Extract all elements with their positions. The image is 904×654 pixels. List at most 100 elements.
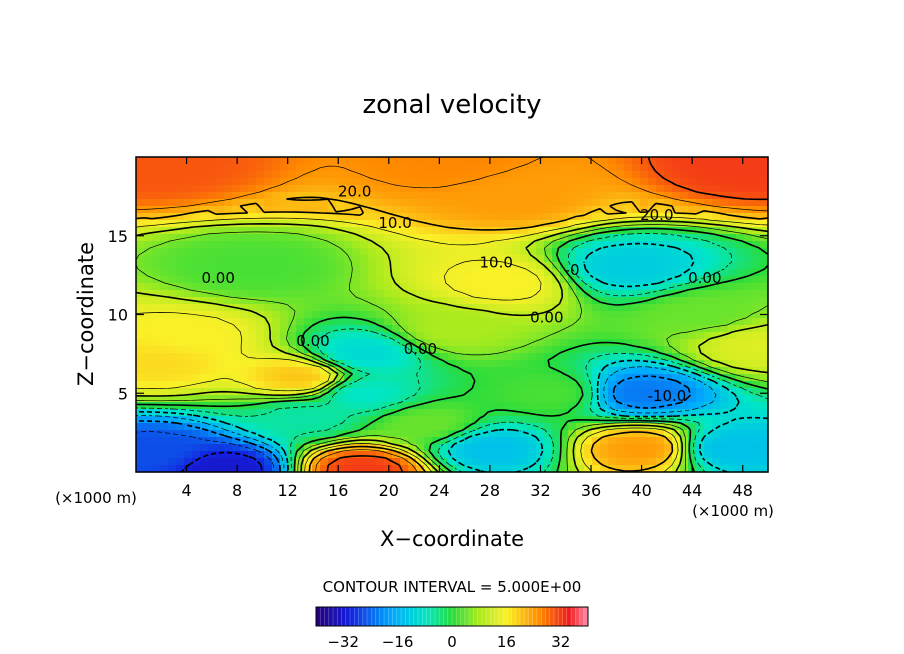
field-cell [688, 318, 697, 326]
field-cell [184, 458, 193, 466]
field-cell [264, 388, 273, 396]
field-cell [704, 157, 713, 165]
field-cell [720, 367, 729, 375]
field-cell [496, 157, 505, 165]
field-cell [360, 332, 369, 340]
field-cell [392, 437, 401, 445]
field-cell [616, 248, 625, 256]
field-cell [512, 346, 521, 354]
field-cell [424, 206, 433, 214]
field-cell [672, 346, 681, 354]
field-cell [392, 276, 401, 284]
field-cell [208, 262, 217, 270]
field-cell [712, 423, 721, 431]
field-cell [240, 157, 249, 165]
field-cell [760, 367, 769, 375]
field-cell [248, 318, 257, 326]
field-cell [592, 157, 601, 165]
field-cell [376, 395, 385, 403]
field-cell [272, 430, 281, 438]
field-cell [432, 192, 441, 200]
field-cell [264, 444, 273, 452]
field-cell [352, 255, 361, 263]
field-cell [480, 248, 489, 256]
field-cell [624, 276, 633, 284]
field-cell [304, 311, 313, 319]
field-cell [608, 353, 617, 361]
colorbar-cell [379, 607, 385, 626]
field-cell [624, 178, 633, 186]
field-cell [248, 332, 257, 340]
field-cell [312, 157, 321, 165]
field-cell [496, 311, 505, 319]
field-cell [552, 157, 561, 165]
field-cell [160, 451, 169, 459]
colorbar-cell [413, 607, 419, 626]
field-cell [432, 213, 441, 221]
field-cell [488, 416, 497, 424]
field-cell [528, 297, 537, 305]
field-cell [376, 248, 385, 256]
field-cell [560, 353, 569, 361]
field-cell [520, 171, 529, 179]
field-cell [752, 304, 761, 312]
field-cell [192, 451, 201, 459]
field-cell [240, 171, 249, 179]
field-cell [720, 304, 729, 312]
field-cell [672, 325, 681, 333]
field-cell [256, 185, 265, 193]
field-cell [376, 297, 385, 305]
field-cell [664, 458, 673, 466]
field-cell [144, 465, 153, 473]
field-cell [280, 276, 289, 284]
field-cell [136, 388, 145, 396]
field-cell [688, 388, 697, 396]
field-cell [600, 192, 609, 200]
field-cell [480, 283, 489, 291]
field-cell [632, 465, 641, 473]
field-cell [144, 402, 153, 410]
field-cell [336, 283, 345, 291]
field-cell [248, 409, 257, 417]
field-cell [264, 262, 273, 270]
colorbar-cell [392, 607, 398, 626]
field-cell [680, 297, 689, 305]
field-cell [368, 395, 377, 403]
field-cell [712, 304, 721, 312]
contour-line [135, 227, 769, 473]
field-cell [208, 241, 217, 249]
field-cell [296, 157, 305, 165]
colorbar-cell [350, 607, 355, 626]
field-cell [320, 339, 329, 347]
field-cell [360, 360, 369, 368]
field-cell [592, 192, 601, 200]
field-cell [480, 171, 489, 179]
field-cell [136, 178, 145, 186]
field-cell [328, 465, 337, 473]
field-cell [632, 416, 641, 424]
field-cell [640, 164, 649, 172]
field-cell [536, 430, 545, 438]
field-cell [728, 458, 737, 466]
field-cell [344, 157, 353, 165]
field-cell [488, 409, 497, 417]
field-cell [608, 444, 617, 452]
field-cell [664, 283, 673, 291]
colorbar-cell [396, 607, 402, 626]
colorbar-cell [388, 607, 393, 626]
field-cell [616, 325, 625, 333]
x-tick-label: 20 [379, 481, 399, 500]
field-cell [336, 346, 345, 354]
field-cell [672, 199, 681, 207]
field-cell [408, 304, 417, 312]
field-cell [544, 164, 553, 172]
field-cell [248, 465, 257, 473]
field-cell [336, 395, 345, 403]
field-cell [704, 262, 713, 270]
field-cell [328, 346, 337, 354]
field-cell [272, 360, 281, 368]
field-cell [472, 458, 481, 466]
field-cell [488, 388, 497, 396]
field-cell [232, 374, 241, 382]
field-cell [432, 360, 441, 368]
